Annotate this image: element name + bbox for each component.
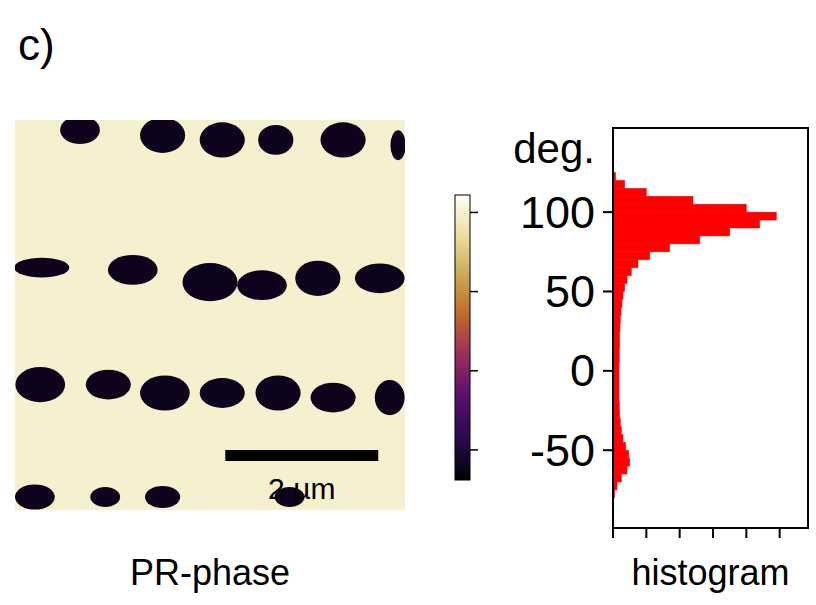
colorbar-tick: [470, 449, 478, 451]
x-tick: [612, 528, 614, 538]
figure: c) 2 µm PR-phase -50 0 50 100 deg. histogram: [0, 0, 816, 605]
y-tick-label: -50: [530, 425, 595, 476]
domain: [321, 122, 366, 157]
histogram-bar: [613, 268, 631, 276]
domain: [15, 258, 69, 278]
domain: [375, 380, 405, 415]
domain: [256, 375, 301, 410]
histogram-bar: [613, 284, 625, 292]
colorbar-tick: [470, 291, 478, 293]
x-tick: [745, 528, 747, 538]
colorbar-tick: [470, 212, 478, 214]
y-tick: [603, 211, 613, 213]
histogram-bar: [613, 315, 620, 323]
domain: [140, 120, 185, 153]
domain: [295, 261, 340, 296]
histogram-bar: [613, 204, 746, 212]
image-title: PR-phase: [130, 552, 290, 593]
domain: [390, 130, 405, 160]
y-axis-label: deg.: [513, 125, 595, 172]
domain: [200, 122, 245, 157]
y-tick-label: 0: [570, 345, 595, 396]
background: [0, 0, 816, 605]
colorbar: [455, 195, 470, 480]
histogram-bars: [613, 172, 776, 497]
histogram-bar: [613, 291, 623, 299]
histogram-bar: [613, 418, 620, 426]
scale-bar-label: 2 µm: [268, 472, 335, 505]
histogram-bar: [613, 276, 627, 284]
scale-bar: [225, 450, 378, 461]
histogram-bar: [613, 434, 623, 442]
histogram-bar: [613, 474, 621, 482]
histogram-title: histogram: [631, 552, 789, 593]
domain: [60, 120, 100, 144]
histogram-bar: [613, 442, 626, 450]
domain: [108, 255, 158, 285]
domain: [311, 383, 356, 413]
domain: [145, 486, 180, 508]
histogram-bar: [613, 220, 760, 228]
histogram-bar: [613, 196, 693, 204]
histogram-bar: [613, 180, 625, 188]
domain: [15, 367, 65, 402]
domain: [258, 125, 293, 155]
domain: [15, 484, 55, 509]
y-tick: [603, 290, 613, 292]
histogram-bar: [613, 244, 670, 252]
y-tick: [603, 449, 613, 451]
x-tick: [712, 528, 714, 538]
x-tick: [679, 528, 681, 538]
histogram-bar: [613, 426, 621, 434]
x-tick: [779, 528, 781, 538]
histogram-bar: [613, 252, 650, 260]
histogram-bar: [613, 260, 638, 268]
domain: [237, 270, 287, 300]
y-tick: [603, 370, 613, 372]
histogram-bar: [613, 228, 730, 236]
y-tick-label: 50: [545, 266, 595, 317]
histogram-bar: [613, 188, 646, 196]
colorbar-tick: [470, 370, 478, 372]
image-plot: [15, 120, 405, 510]
histogram-bar: [613, 466, 627, 474]
histogram-bar: [613, 236, 700, 244]
domain: [140, 375, 190, 410]
histogram-bar: [613, 212, 776, 220]
domain: [355, 263, 405, 293]
y-tick-label: 100: [520, 187, 595, 238]
domain: [200, 378, 245, 408]
domain: [90, 487, 120, 507]
histogram-bar: [613, 450, 629, 458]
histogram-bar: [613, 307, 621, 315]
panel-label: c): [18, 20, 55, 69]
x-tick: [645, 528, 647, 538]
domain: [86, 370, 131, 400]
image-background: [15, 120, 405, 510]
histogram-bar: [613, 323, 620, 331]
histogram-bar: [613, 299, 622, 307]
domain: [182, 263, 237, 301]
plot-frame: [613, 128, 808, 528]
histogram-bar: [613, 458, 630, 466]
